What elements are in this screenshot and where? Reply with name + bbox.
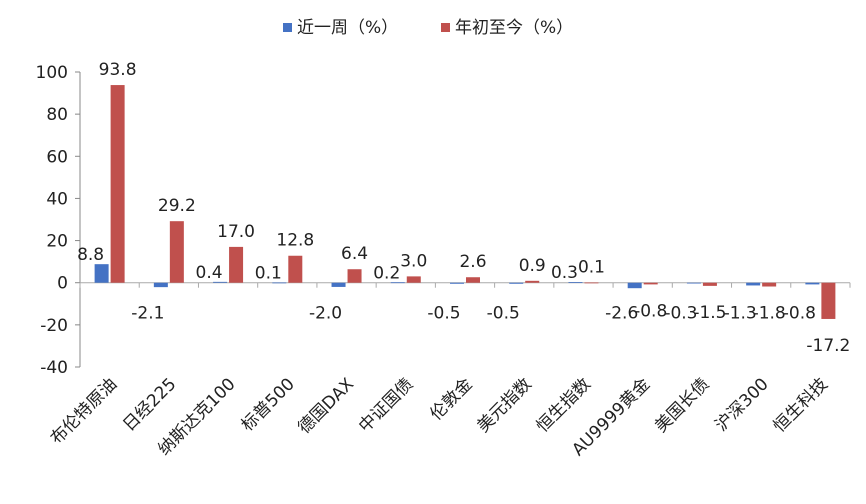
x-category-label: 美元指数 (474, 374, 536, 436)
x-category-label: 美国长债 (651, 374, 713, 436)
data-label-week: -0.8 (783, 304, 816, 324)
bar-week (627, 282, 642, 289)
bar-ytd (347, 269, 362, 283)
bar-ytd (821, 282, 836, 319)
data-label-week: -0.5 (487, 304, 520, 324)
data-label-week: 0.2 (373, 263, 400, 283)
bar-ytd (406, 276, 421, 283)
data-label-week: -2.6 (605, 304, 638, 324)
y-tick-label: 100 (36, 63, 68, 83)
legend-swatch-1 (283, 23, 292, 32)
y-tick-label: -20 (40, 316, 68, 336)
bar-week (94, 264, 109, 283)
x-category-label: 标普500 (238, 374, 299, 435)
y-tick-label: 80 (46, 105, 68, 125)
bar-ytd (466, 277, 480, 283)
x-category-label: 恒生指数 (533, 374, 595, 436)
data-label-ytd: 12.8 (276, 231, 314, 251)
x-category-label: 德国DAX (294, 374, 358, 438)
data-label-ytd: 0.9 (519, 256, 546, 276)
bar-week (331, 282, 346, 287)
data-label-ytd: -1.8 (753, 304, 786, 324)
data-label-ytd: 2.6 (459, 252, 486, 272)
data-label-ytd: 93.8 (99, 60, 137, 80)
bar-week (509, 282, 524, 284)
data-label-ytd: 6.4 (341, 244, 368, 264)
data-label-ytd: -1.5 (693, 303, 726, 323)
data-label-ytd: -17.2 (806, 336, 850, 356)
bar-ytd (702, 282, 717, 286)
x-category-label: 恒生科技 (770, 374, 832, 436)
data-label-week: -2.0 (309, 304, 342, 324)
bar-week (805, 282, 820, 285)
bar-week (272, 282, 287, 284)
data-label-ytd: 29.2 (158, 196, 196, 216)
legend-swatch-2 (441, 23, 450, 32)
bar-ytd (584, 282, 599, 284)
data-label-week: -2.1 (131, 304, 164, 324)
bar-ytd (643, 282, 658, 285)
x-category-label: 日经225 (119, 374, 180, 435)
x-category-label: 布伦特原油 (47, 374, 121, 448)
bar-week (746, 282, 761, 286)
data-label-ytd: 0.1 (578, 258, 605, 278)
data-label-week: 0.1 (255, 264, 282, 284)
bar-ytd (525, 280, 540, 283)
data-label-week: 0.4 (196, 263, 223, 283)
x-category-label: 伦敦金 (426, 374, 476, 424)
bar-week (213, 281, 228, 283)
y-tick-label: 40 (46, 189, 68, 209)
y-tick-label: 20 (46, 232, 68, 252)
bar-week (450, 282, 464, 284)
y-tick-label: -40 (40, 358, 68, 378)
legend-label-1: 近一周（%） (297, 18, 398, 38)
bar-week (153, 282, 168, 288)
data-label-week: 8.8 (77, 245, 104, 265)
bar-week (568, 282, 583, 283)
bar-ytd (169, 221, 184, 283)
data-label-ytd: -0.8 (634, 301, 667, 321)
bar-week (390, 282, 405, 284)
data-label-week: -0.5 (427, 304, 460, 324)
data-label-week: -1.3 (724, 304, 757, 324)
bar-ytd (762, 282, 777, 287)
x-category-label: 沪深300 (712, 374, 773, 435)
data-label-ytd: 3.0 (400, 251, 427, 271)
data-label-ytd: 17.0 (217, 222, 255, 242)
legend-label-2: 年初至今（%） (455, 18, 573, 38)
x-category-label: 中证国债 (355, 374, 417, 436)
y-tick-label: 0 (57, 274, 68, 294)
bar-ytd (288, 255, 303, 283)
data-label-week: 0.3 (551, 263, 578, 283)
bar-ytd (110, 85, 125, 283)
y-tick-label: 60 (46, 147, 68, 167)
bar-week (686, 282, 701, 284)
bar-ytd (229, 246, 244, 283)
data-label-week: -0.3 (664, 304, 697, 324)
